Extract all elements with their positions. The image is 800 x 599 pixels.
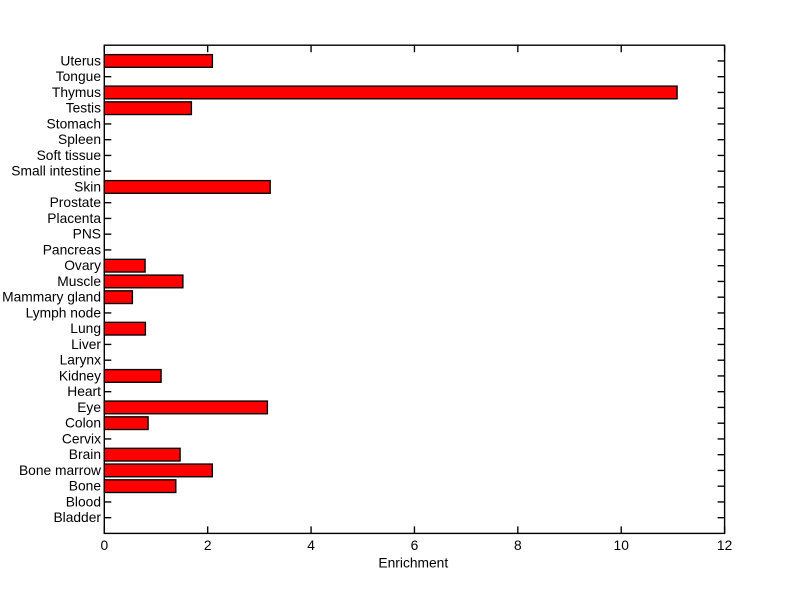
svg-text:Tongue: Tongue xyxy=(56,69,102,84)
svg-text:Lymph node: Lymph node xyxy=(26,305,102,320)
svg-text:6: 6 xyxy=(411,538,419,553)
svg-text:Bone marrow: Bone marrow xyxy=(19,463,101,478)
svg-text:Thymus: Thymus xyxy=(52,85,101,100)
svg-text:Larynx: Larynx xyxy=(60,353,102,368)
svg-text:Stomach: Stomach xyxy=(47,116,101,131)
svg-text:Cervix: Cervix xyxy=(62,431,101,446)
svg-text:Ovary: Ovary xyxy=(64,258,101,273)
svg-text:Blood: Blood xyxy=(66,494,101,509)
svg-text:Placenta: Placenta xyxy=(47,211,101,226)
svg-text:Brain: Brain xyxy=(69,447,101,462)
svg-text:Bladder: Bladder xyxy=(53,510,101,525)
svg-text:Liver: Liver xyxy=(71,337,101,352)
svg-text:0: 0 xyxy=(100,538,108,553)
svg-text:Kidney: Kidney xyxy=(59,368,101,383)
svg-text:Spleen: Spleen xyxy=(58,132,101,147)
svg-text:Bone: Bone xyxy=(69,479,102,494)
svg-text:Mammary gland: Mammary gland xyxy=(2,290,101,305)
svg-text:2: 2 xyxy=(204,538,212,553)
svg-text:Colon: Colon xyxy=(65,416,101,431)
svg-text:Lung: Lung xyxy=(70,321,101,336)
svg-text:Prostate: Prostate xyxy=(50,195,102,210)
svg-text:Testis: Testis xyxy=(66,101,101,116)
svg-text:Enrichment: Enrichment xyxy=(378,556,448,571)
svg-text:Skin: Skin xyxy=(74,179,101,194)
svg-text:Small intestine: Small intestine xyxy=(11,164,101,179)
svg-text:8: 8 xyxy=(514,538,522,553)
svg-text:PNS: PNS xyxy=(73,227,101,242)
svg-text:Eye: Eye xyxy=(77,400,101,415)
svg-text:Uterus: Uterus xyxy=(60,53,101,68)
svg-text:12: 12 xyxy=(717,538,732,553)
svg-text:Heart: Heart xyxy=(67,384,101,399)
svg-text:Soft tissue: Soft tissue xyxy=(37,148,102,163)
svg-text:Muscle: Muscle xyxy=(57,274,101,289)
svg-text:10: 10 xyxy=(614,538,630,553)
svg-text:Pancreas: Pancreas xyxy=(43,242,101,257)
svg-text:4: 4 xyxy=(307,538,315,553)
